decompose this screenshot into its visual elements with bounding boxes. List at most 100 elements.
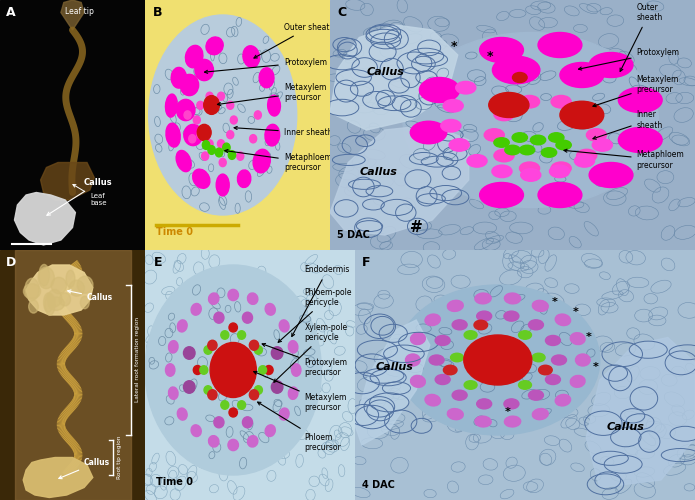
Ellipse shape <box>208 340 217 350</box>
Polygon shape <box>40 162 95 200</box>
Ellipse shape <box>165 364 175 376</box>
Ellipse shape <box>518 381 532 389</box>
Ellipse shape <box>166 123 180 147</box>
Ellipse shape <box>494 150 514 162</box>
Ellipse shape <box>530 135 546 145</box>
Ellipse shape <box>577 108 597 120</box>
Ellipse shape <box>492 165 512 177</box>
Ellipse shape <box>215 148 222 157</box>
Ellipse shape <box>443 365 457 375</box>
Ellipse shape <box>186 46 203 68</box>
Ellipse shape <box>539 365 553 375</box>
Ellipse shape <box>532 300 548 312</box>
Ellipse shape <box>216 174 229 196</box>
Ellipse shape <box>177 408 187 420</box>
Text: Callus: Callus <box>366 67 404 77</box>
Ellipse shape <box>271 347 283 360</box>
Circle shape <box>403 32 658 208</box>
Text: Callus: Callus <box>67 290 113 302</box>
Text: Lateral root formation region: Lateral root formation region <box>135 318 140 402</box>
Ellipse shape <box>218 140 224 148</box>
Ellipse shape <box>199 366 208 374</box>
Ellipse shape <box>532 408 548 420</box>
Ellipse shape <box>238 170 251 188</box>
Ellipse shape <box>250 134 256 143</box>
Ellipse shape <box>254 346 263 354</box>
Ellipse shape <box>176 150 191 172</box>
Ellipse shape <box>227 102 234 110</box>
Text: Metaphloem
precursor: Metaphloem precursor <box>224 150 332 172</box>
Ellipse shape <box>28 300 38 313</box>
Text: *: * <box>573 307 578 317</box>
Ellipse shape <box>546 336 560 345</box>
Text: C: C <box>337 6 346 19</box>
Text: Metaphloem
precursor: Metaphloem precursor <box>564 149 685 170</box>
Polygon shape <box>15 192 75 245</box>
Ellipse shape <box>429 355 444 365</box>
Ellipse shape <box>204 346 212 354</box>
Text: Phloem
precursor: Phloem precursor <box>258 402 341 452</box>
Text: Root tip region: Root tip region <box>117 436 122 479</box>
Ellipse shape <box>450 353 464 362</box>
Ellipse shape <box>180 74 199 96</box>
Text: 5 DAC: 5 DAC <box>337 230 370 239</box>
Ellipse shape <box>265 366 273 374</box>
Ellipse shape <box>229 408 238 417</box>
Ellipse shape <box>243 417 252 428</box>
Ellipse shape <box>271 380 283 393</box>
Text: Callus: Callus <box>47 178 113 216</box>
Ellipse shape <box>493 56 540 84</box>
Ellipse shape <box>222 143 230 152</box>
Ellipse shape <box>452 390 467 400</box>
Ellipse shape <box>229 323 238 332</box>
Ellipse shape <box>66 270 75 287</box>
Text: Protoxylem
precursor: Protoxylem precursor <box>262 344 348 377</box>
Ellipse shape <box>250 390 259 400</box>
Ellipse shape <box>505 293 521 304</box>
Ellipse shape <box>288 340 298 353</box>
Ellipse shape <box>410 121 447 144</box>
Ellipse shape <box>520 96 539 108</box>
Ellipse shape <box>592 138 612 151</box>
Text: 4 DAC: 4 DAC <box>362 480 395 490</box>
Ellipse shape <box>435 374 450 384</box>
Ellipse shape <box>250 340 259 350</box>
Ellipse shape <box>575 154 594 167</box>
Ellipse shape <box>551 96 571 108</box>
Ellipse shape <box>238 401 245 409</box>
Ellipse shape <box>279 408 289 420</box>
Polygon shape <box>61 0 84 30</box>
Ellipse shape <box>551 162 571 174</box>
Text: Phloem-pole
pericycle: Phloem-pole pericycle <box>278 288 352 343</box>
Ellipse shape <box>589 52 633 78</box>
Ellipse shape <box>39 264 49 286</box>
Ellipse shape <box>206 37 223 54</box>
Text: F: F <box>362 256 370 269</box>
Circle shape <box>464 335 532 385</box>
Ellipse shape <box>489 92 529 118</box>
Ellipse shape <box>443 100 464 112</box>
Ellipse shape <box>184 124 202 146</box>
Ellipse shape <box>575 354 590 366</box>
Text: Protoxylem: Protoxylem <box>578 48 680 70</box>
Ellipse shape <box>184 111 191 119</box>
Ellipse shape <box>452 320 467 330</box>
Ellipse shape <box>504 399 519 409</box>
Ellipse shape <box>265 425 275 436</box>
Ellipse shape <box>253 150 270 173</box>
Ellipse shape <box>532 353 545 362</box>
Ellipse shape <box>265 304 275 315</box>
Ellipse shape <box>279 320 289 332</box>
Ellipse shape <box>411 376 425 388</box>
Ellipse shape <box>193 116 200 124</box>
Ellipse shape <box>81 296 89 308</box>
Ellipse shape <box>512 132 528 142</box>
Ellipse shape <box>291 364 301 376</box>
Text: Callus: Callus <box>607 422 644 432</box>
Ellipse shape <box>519 145 534 155</box>
Ellipse shape <box>202 152 208 160</box>
Ellipse shape <box>69 280 84 296</box>
Ellipse shape <box>183 347 195 360</box>
Ellipse shape <box>214 312 224 323</box>
Text: Callus: Callus <box>359 167 397 177</box>
